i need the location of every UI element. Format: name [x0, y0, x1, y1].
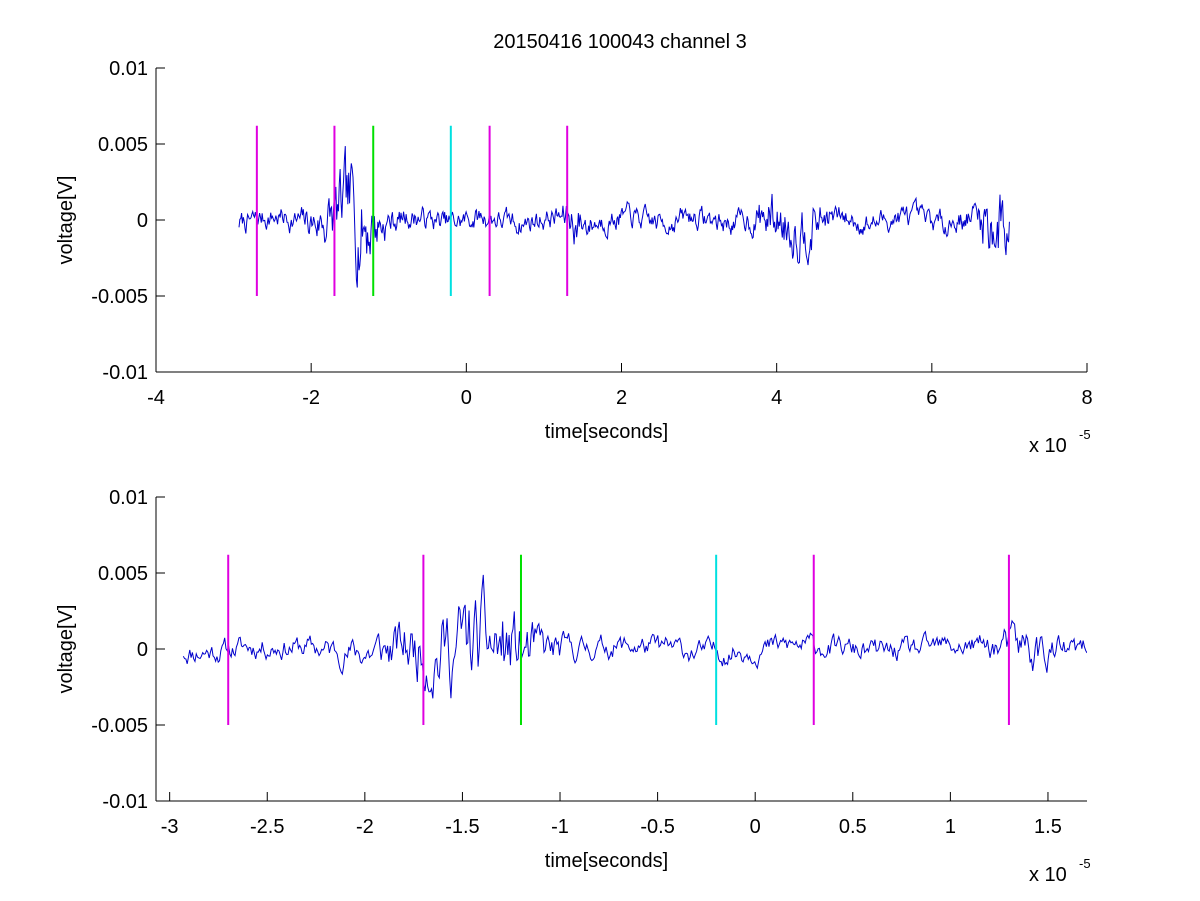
x-tick-label: -1.5 [445, 816, 479, 838]
x-tick-label: 4 [771, 387, 782, 409]
x-tick-label: -2 [356, 816, 374, 838]
x-exponent-label: x 10 [1029, 435, 1067, 457]
signal-line [238, 146, 1010, 288]
y-tick-label: -0.01 [102, 362, 148, 384]
x-tick-label: 0 [750, 816, 761, 838]
signal-line [182, 574, 1087, 699]
x-tick-label: 1.5 [1034, 816, 1062, 838]
y-tick-label: 0.005 [98, 563, 148, 585]
y-tick-label: 0.005 [98, 134, 148, 156]
x-tick-label: 8 [1081, 387, 1092, 409]
x-tick-label: 2 [616, 387, 627, 409]
x-tick-label: 0.5 [839, 816, 867, 838]
x-tick-label: -3 [161, 816, 179, 838]
bottom-plot: -3 -2.5 -2 -1.5 -1 -0.5 0 0.5 1 1.5 -0.01 -0.005 0 0.… [55, 487, 1091, 886]
x-exponent-label: x 10 [1029, 864, 1067, 886]
x-tick-label: 0 [461, 387, 472, 409]
y-tick-label: 0 [137, 639, 148, 661]
top-plot: -4 -2 0 2 4 6 8 -0.01 -0.005 0 0.005 0.01 time[secon… [55, 58, 1093, 457]
y-tick-label: 0 [137, 210, 148, 232]
x-tick-label: -2 [302, 387, 320, 409]
x-axis-title: time[seconds] [545, 421, 668, 443]
x-tick-label: -1 [551, 816, 569, 838]
y-tick-label: -0.005 [91, 715, 148, 737]
x-exponent-value: -5 [1079, 427, 1091, 442]
y-tick-label: -0.01 [102, 791, 148, 813]
x-tick-label: -4 [147, 387, 165, 409]
figure-title: 20150416 100043 channel 3 [493, 31, 747, 53]
x-tick-label: -2.5 [250, 816, 284, 838]
x-axis-title: time[seconds] [545, 850, 668, 872]
x-exponent-value: -5 [1079, 856, 1091, 871]
x-tick-label: -0.5 [640, 816, 674, 838]
y-tick-label: -0.005 [91, 286, 148, 308]
y-tick-label: 0.01 [109, 58, 148, 80]
y-axis-title: voltage[V] [55, 605, 77, 694]
y-tick-label: 0.01 [109, 487, 148, 509]
x-tick-label: 6 [926, 387, 937, 409]
x-tick-label: 1 [945, 816, 956, 838]
y-axis-title: voltage[V] [55, 176, 77, 265]
